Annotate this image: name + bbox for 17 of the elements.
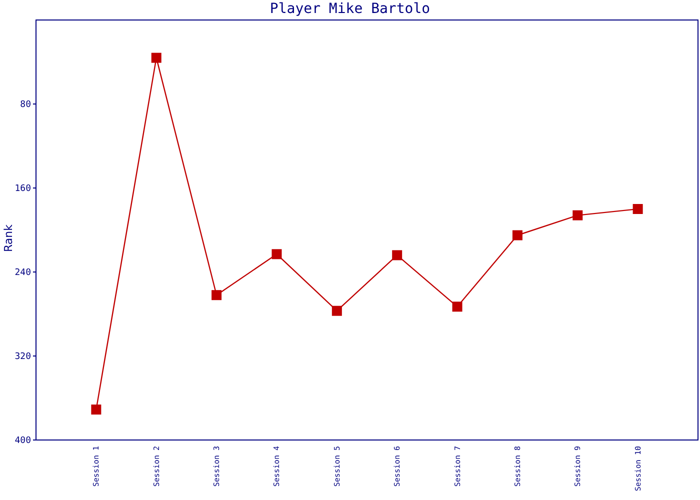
- y-tick-label: 400: [14, 436, 31, 446]
- point: [332, 306, 342, 316]
- point: [212, 290, 222, 300]
- y-tick-label: 160: [14, 184, 31, 194]
- y-axis-title: Rank: [2, 224, 15, 252]
- y-tick-label: 240: [14, 268, 31, 278]
- point: [632, 204, 643, 214]
- point: [91, 404, 102, 415]
- point: [392, 250, 402, 260]
- point: [572, 210, 583, 220]
- y-tick-label: 320: [14, 352, 31, 362]
- point: [512, 230, 522, 240]
- point: [452, 302, 462, 312]
- y-tick-label: 80: [20, 100, 31, 110]
- point: [151, 52, 162, 63]
- point: [272, 249, 282, 260]
- chart-title: Player Mike Bartolo: [268, 0, 432, 18]
